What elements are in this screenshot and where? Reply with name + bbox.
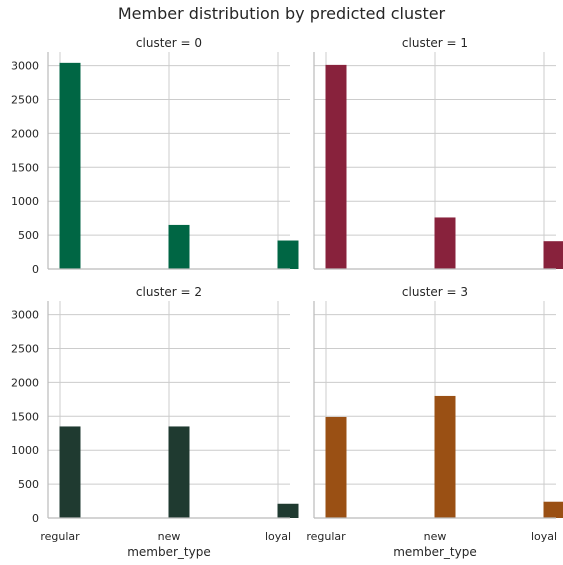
x-tick-label: regular xyxy=(40,530,80,543)
bar-regular xyxy=(325,416,347,518)
y-tick-label: 1500 xyxy=(11,410,39,423)
panel-cluster-1: cluster = 1 xyxy=(313,36,563,270)
bar-loyal xyxy=(543,241,563,269)
x-tick-label: regular xyxy=(306,530,346,543)
bar-loyal xyxy=(277,240,299,269)
panel-title: cluster = 3 xyxy=(402,285,468,299)
panel-title: cluster = 1 xyxy=(402,36,468,50)
x-tick-label: new xyxy=(158,530,181,543)
bar-regular xyxy=(59,62,81,269)
y-tick-label: 2000 xyxy=(11,127,39,140)
panel-cluster-0: 0 500 1000 1500 2000 2500 3000 cluster = 0 xyxy=(11,36,299,276)
y-tick-label: 1000 xyxy=(11,444,39,457)
panel-title: cluster = 2 xyxy=(136,285,202,299)
x-tick-label: loyal xyxy=(531,530,557,543)
panel-cluster-3: regular new loyal member_type cluster = 3 xyxy=(306,285,563,559)
bar-regular xyxy=(59,426,81,518)
x-axis-label: member_type xyxy=(393,545,477,559)
x-tick-label: new xyxy=(424,530,447,543)
y-tick-label: 3000 xyxy=(11,60,39,73)
panel-cluster-2: 0 500 1000 1500 2000 2500 3000 regular new loyal m… xyxy=(11,285,299,559)
y-tick-label: 2500 xyxy=(11,342,39,355)
y-tick-label: 1500 xyxy=(11,161,39,174)
panel-title: cluster = 0 xyxy=(136,36,202,50)
bar-new xyxy=(168,426,190,518)
x-axis-label: member_type xyxy=(127,545,211,559)
y-tick-label: 2500 xyxy=(11,93,39,106)
bar-loyal xyxy=(277,503,299,518)
y-tick-label: 0 xyxy=(32,263,39,276)
bar-regular xyxy=(325,64,347,270)
bar-loyal xyxy=(543,501,563,518)
y-tick-label: 3000 xyxy=(11,309,39,322)
bar-new xyxy=(434,217,456,269)
x-tick-label: loyal xyxy=(265,530,291,543)
figure-title: Member distribution by predicted cluster xyxy=(117,4,446,23)
y-tick-label: 1000 xyxy=(11,195,39,208)
y-tick-label: 500 xyxy=(18,478,39,491)
y-tick-label: 2000 xyxy=(11,376,39,389)
y-tick-label: 500 xyxy=(18,229,39,242)
bar-new xyxy=(168,224,190,269)
y-tick-label: 0 xyxy=(32,512,39,525)
bar-new xyxy=(434,395,456,518)
